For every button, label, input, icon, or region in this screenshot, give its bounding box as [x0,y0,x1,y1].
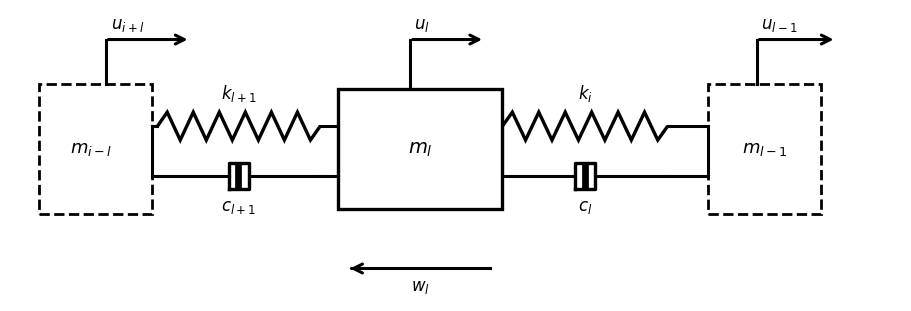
Text: $m_l$: $m_l$ [408,140,433,159]
Text: $m_{i-l}$: $m_{i-l}$ [69,140,111,158]
Text: $u_{l-1}$: $u_{l-1}$ [761,16,797,34]
Bar [38,84,152,214]
Text: $k_{l+1}$: $k_{l+1}$ [221,83,257,104]
Bar [708,84,822,214]
Text: $u_{i+l}$: $u_{i+l}$ [110,16,144,34]
Text: $u_l$: $u_l$ [415,16,430,34]
Text: $m_{l-1}$: $m_{l-1}$ [742,140,787,158]
Text: $w_l$: $w_l$ [411,278,429,296]
Bar [338,89,503,209]
Text: $c_{l+1}$: $c_{l+1}$ [221,198,256,216]
Text: $c_l$: $c_l$ [578,198,592,216]
Text: $k_i$: $k_i$ [578,83,592,104]
